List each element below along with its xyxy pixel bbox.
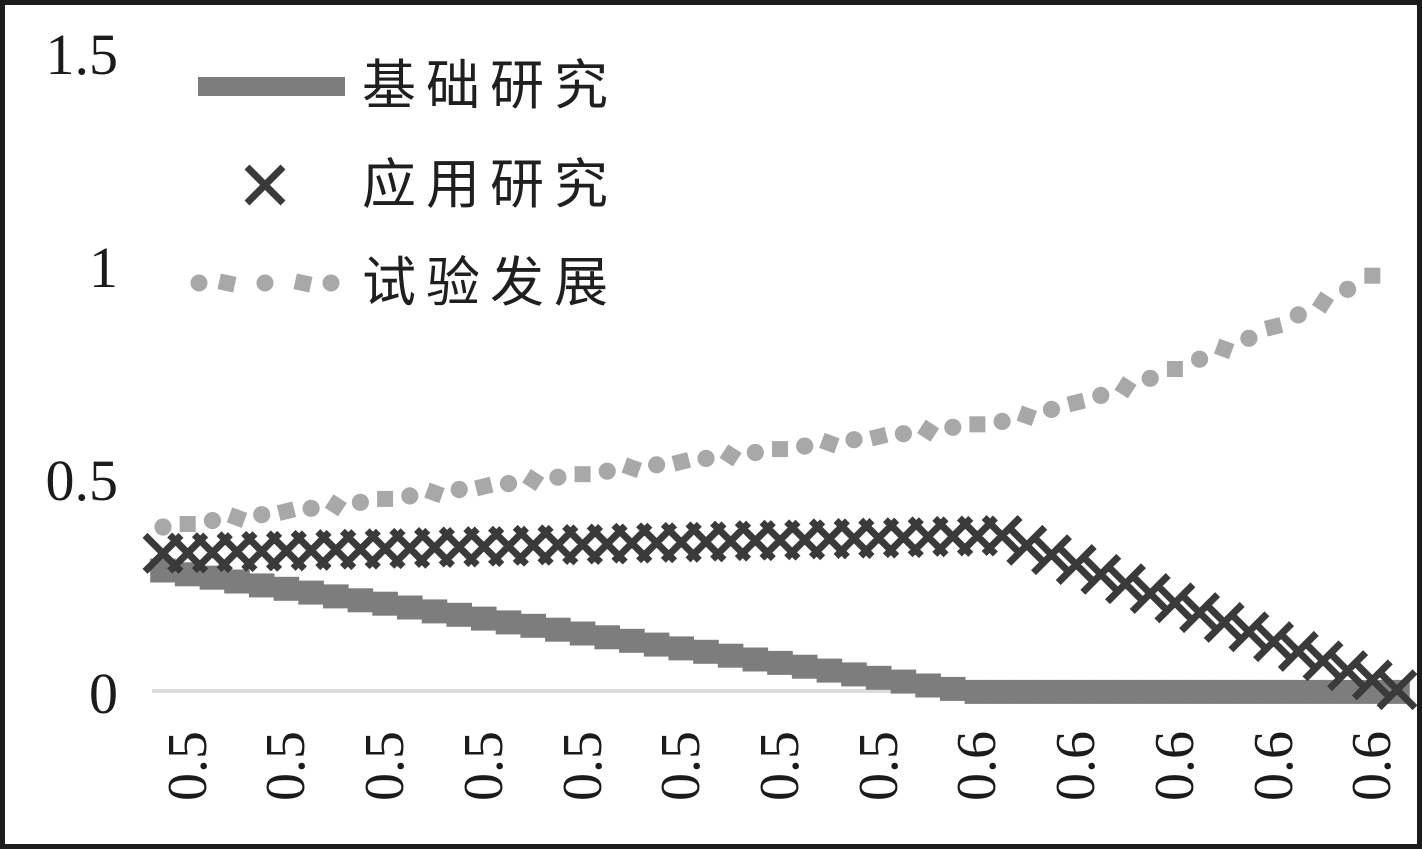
x-tick-label: 0.5	[452, 731, 515, 801]
x-tick-label: 0.5	[551, 731, 614, 801]
applied-research-x-swatch	[185, 162, 345, 208]
basic-research-line-swatch	[185, 76, 345, 96]
x-tick-label: 0.5	[847, 731, 910, 801]
legend-item-applied-research: 应用研究	[185, 158, 618, 212]
x-tick-label: 0.5	[354, 731, 417, 801]
x-tick-label: 0.5	[749, 731, 811, 801]
legend-label-basic-research: 基础研究	[362, 56, 618, 116]
series-experimental-development	[154, 267, 1381, 536]
legend-label-applied-research: 应用研究	[362, 155, 618, 215]
experimental-development-dots-swatch	[185, 272, 345, 294]
legend-item-experimental-development: 试验发展	[185, 256, 618, 310]
x-tick-label: 0.6	[946, 731, 1009, 801]
legend-item-basic-research: 基础研究	[185, 59, 618, 113]
legend-label-experimental-development: 试验发展	[362, 253, 618, 313]
x-tick-label: 0.6	[1242, 731, 1305, 801]
thick-line-icon	[198, 76, 345, 96]
y-tick-label: 0.5	[45, 448, 119, 513]
series-basic-research	[150, 558, 1410, 704]
y-tick-label: 0	[89, 661, 118, 726]
x-tick-label: 0.5	[650, 731, 713, 801]
dotted-line-icon	[190, 273, 340, 293]
series-applied-research	[142, 515, 1418, 711]
y-tick-label: 1.5	[45, 22, 119, 87]
x-marker-icon	[244, 164, 286, 206]
x-tick-label: 0.6	[1143, 731, 1206, 801]
x-tick-label: 0.5	[255, 731, 318, 801]
x-tick-label: 0.5	[156, 731, 219, 801]
x-tick-label: 0.6	[1341, 731, 1404, 801]
x-tick-label: 0.6	[1045, 731, 1108, 801]
y-tick-label: 1	[89, 235, 118, 300]
